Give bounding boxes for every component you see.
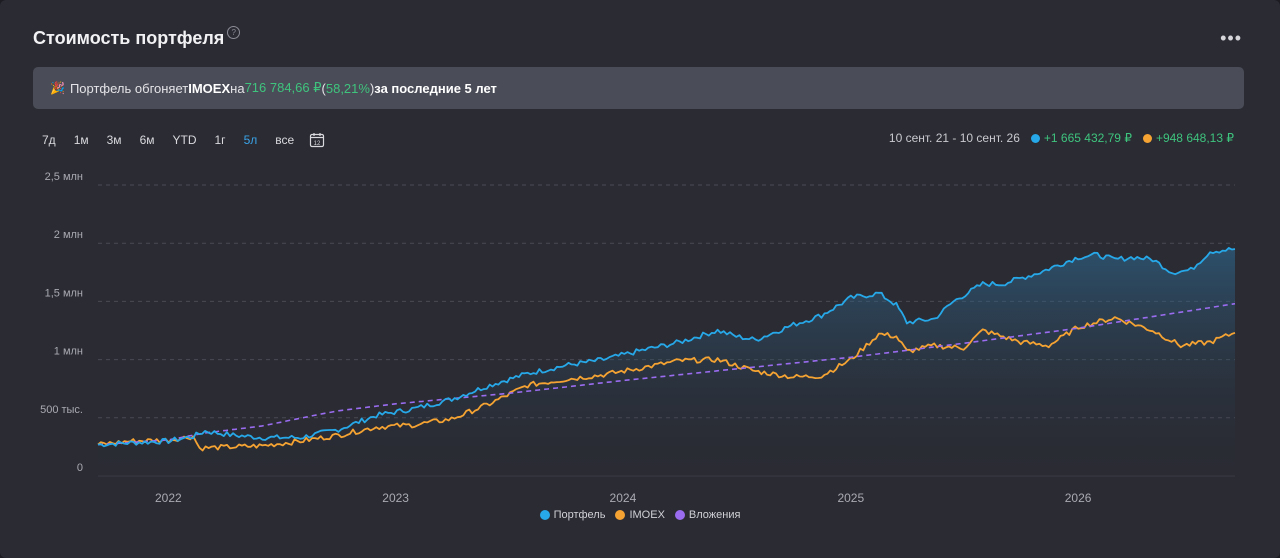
imoex-dot-icon xyxy=(1142,133,1152,143)
calendar-day-label: 12 xyxy=(314,141,321,147)
legend-portfolio-dot-icon xyxy=(539,510,550,520)
party-icon: 🎉 xyxy=(50,81,65,95)
period-1y[interactable]: 1г xyxy=(214,133,226,147)
imoex-change: +948 648,13 ₽ xyxy=(1155,131,1234,145)
y-tick-label: 0 xyxy=(77,462,83,474)
banner-index: IMOEX xyxy=(188,80,231,96)
x-tick-label: 2023 xyxy=(382,491,409,505)
banner-close-paren: ) xyxy=(369,80,375,96)
period-5y[interactable]: 5л xyxy=(243,133,258,147)
calendar-icon[interactable]: 12 xyxy=(309,132,325,148)
y-tick-label: 2,5 млн xyxy=(45,171,83,183)
banner-diff-percent: 58,21% xyxy=(325,80,370,96)
legend-portfolio-label: Портфель xyxy=(553,509,606,521)
outperform-banner: 🎉 Портфель обгоняет IMOEX на 716 784,66 … xyxy=(33,67,1244,109)
series-imoex-line[interactable] xyxy=(97,316,1236,452)
series-invested-line[interactable] xyxy=(97,302,1236,446)
y-tick-label: 1 млн xyxy=(54,346,83,358)
question-circle-icon[interactable]: ? xyxy=(227,26,241,39)
series-portfolio-line[interactable] xyxy=(97,247,1236,448)
legend-invested-dot-icon xyxy=(674,510,685,520)
period-all[interactable]: все xyxy=(275,133,295,147)
period-ytd[interactable]: YTD xyxy=(172,133,197,147)
banner-open-paren: ( xyxy=(321,80,326,96)
portfolio-dot-icon xyxy=(1030,133,1040,143)
period-7d[interactable]: 7д xyxy=(42,133,56,147)
period-3m[interactable]: 3м xyxy=(106,133,122,147)
banner-text-1: Портфель обгоняет xyxy=(69,80,189,96)
legend-imoex-dot-icon xyxy=(615,510,626,520)
title-row: Стоимость портфеля ? xyxy=(33,26,241,49)
period-1m[interactable]: 1м xyxy=(73,133,89,147)
page-title: Стоимость портфеля xyxy=(33,28,225,48)
period-6m[interactable]: 6м xyxy=(139,133,155,147)
banner-text-3: за последние 5 лет xyxy=(374,80,497,96)
x-tick-label: 2024 xyxy=(610,491,637,505)
x-tick-label: 2026 xyxy=(1065,491,1092,505)
x-tick-label: 2025 xyxy=(837,491,864,505)
range-dates: 10 сент. 21 - 10 сент. 26 xyxy=(888,131,1020,145)
portfolio-chart[interactable]: 0 500 тыс. 1 млн 1,5 млн 2 млн 2,5 млн 2022 202… xyxy=(0,160,1280,505)
legend-imoex[interactable]: IMOEX xyxy=(615,509,665,521)
legend-invested-label: Вложения xyxy=(688,509,741,521)
y-tick-label: 2 млн xyxy=(54,229,83,241)
y-tick-label: 500 тыс. xyxy=(40,404,83,416)
banner-diff-value: 716 784,66 ₽ xyxy=(244,80,322,95)
y-tick-label: 1,5 млн xyxy=(45,287,83,299)
legend-portfolio[interactable]: Портфель xyxy=(539,509,606,521)
range-info: 10 сент. 21 - 10 сент. 26 +1 665 432,79 … xyxy=(889,131,1234,145)
more-dots-icon[interactable]: ••• xyxy=(1220,28,1242,48)
banner-text-2: на xyxy=(230,80,245,96)
period-selector: 7д 1м 3м 6м YTD 1г 5л все 12 xyxy=(33,130,325,150)
legend-invested[interactable]: Вложения xyxy=(674,509,741,521)
chart-legend: Портфель IMOEX Вложения xyxy=(0,509,1280,521)
portfolio-change: +1 665 432,79 ₽ xyxy=(1043,131,1132,145)
x-tick-label: 2022 xyxy=(155,491,182,505)
legend-imoex-label: IMOEX xyxy=(629,509,665,521)
